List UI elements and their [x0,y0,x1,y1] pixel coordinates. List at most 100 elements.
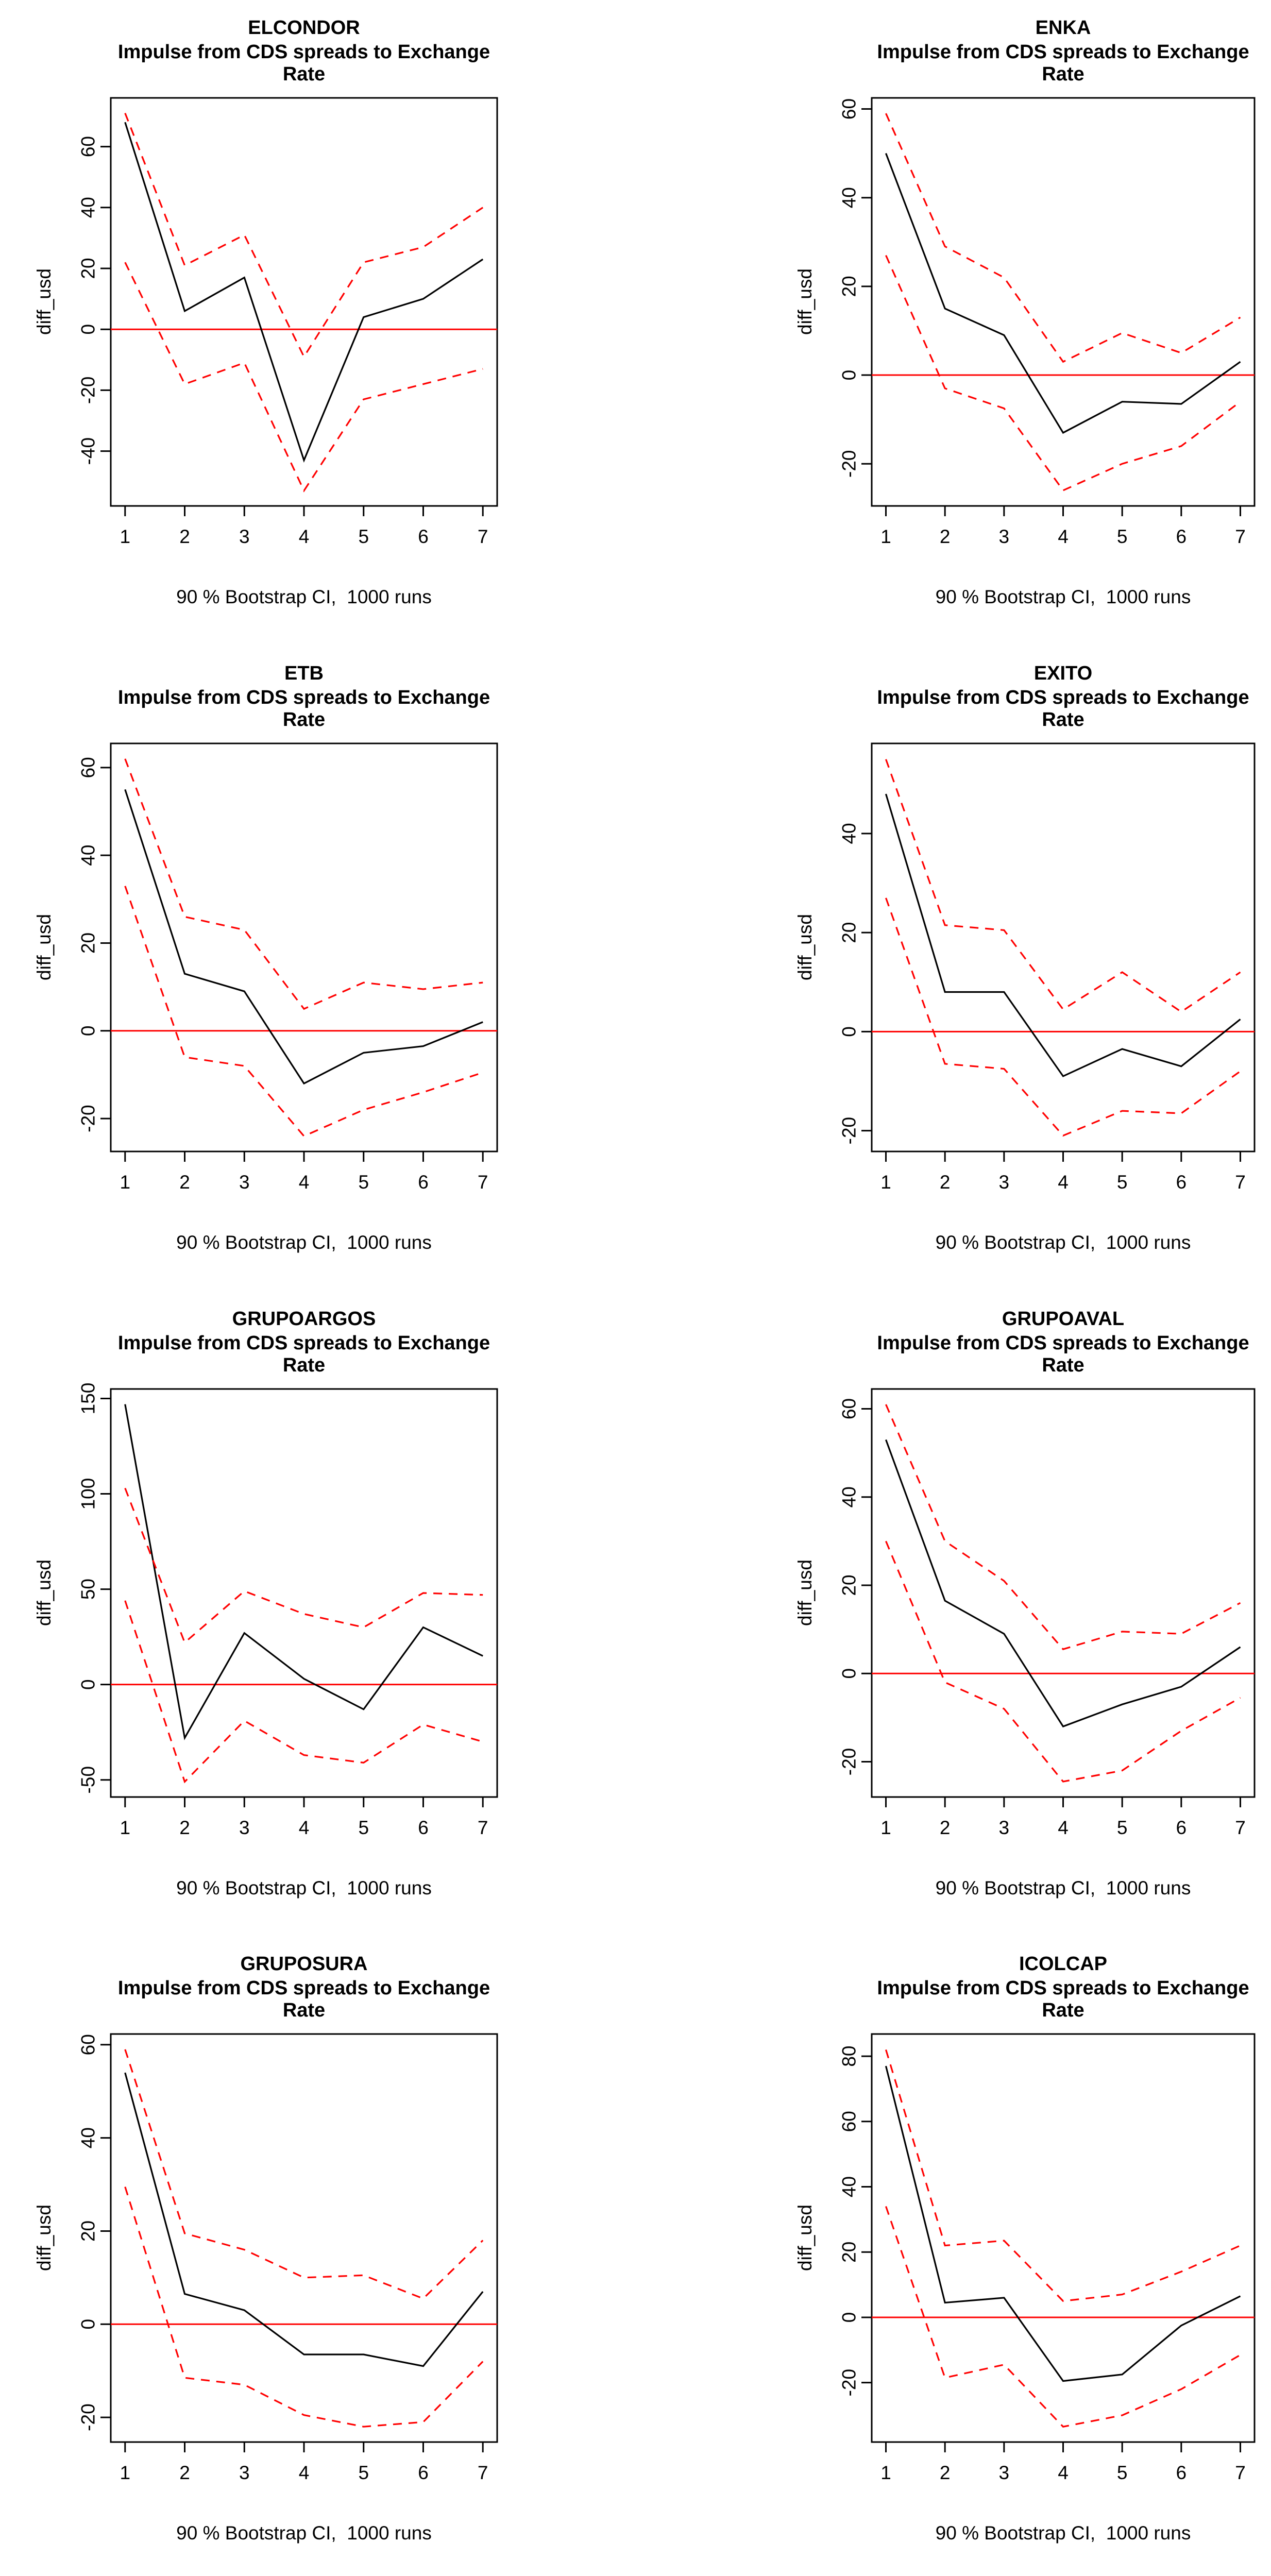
x-tick-label: 6 [418,1172,429,1193]
y-tick-label: 20 [78,2221,99,2242]
chart-caption: 90 % Bootstrap CI, 1000 runs [176,586,432,607]
series-impulse-response [885,793,1241,1077]
y-tick-label: 20 [78,933,99,954]
plot-area: 60 40 20 0 -20 1 2 3 4 5 6 7 [78,742,498,1193]
y-tick-label: 60 [78,2034,99,2055]
y-tick-label: 40 [78,197,99,218]
y-tick-label: 0 [839,370,860,381]
series-lower-90-ci [124,262,483,493]
x-tick-label: 5 [1117,526,1128,547]
x-tick-label: 3 [239,526,250,547]
chart-subtitle: Impulse from CDS spreads to Exchange Rat… [877,687,1249,731]
plot-area: 40 20 0 -20 1 2 3 4 5 6 7 [839,742,1256,1193]
x-tick-label: 3 [999,1817,1010,1838]
y-tick-label: 40 [839,823,860,844]
plot-area: 80 60 40 20 0 -20 1 2 3 4 5 6 7 [839,2033,1256,2483]
x-tick-label: 5 [1117,1817,1128,1838]
x-tick-label: 1 [880,1172,891,1193]
x-tick-label: 6 [418,2462,429,2483]
x-tick-label: 6 [1176,1817,1187,1838]
x-tick-label: 7 [478,1172,488,1193]
y-tick-label: 0 [839,1026,860,1037]
chart-subtitle: Impulse from CDS spreads to Exchange Rat… [117,1332,490,1376]
series-lower-90-ci [124,2187,484,2428]
plot-area: 60 40 20 0 -20 -40 1 2 3 4 5 6 7 [78,97,498,547]
plot-area: 150 100 50 0 -50 1 2 3 4 5 6 7 [78,1383,498,1838]
chart-caption: 90 % Bootstrap CI, 1000 runs [176,2522,432,2544]
x-tick-label: 7 [478,1817,488,1838]
x-tick-label: 7 [478,526,488,547]
x-tick-label: 3 [999,1172,1010,1193]
y-tick-label: 150 [78,1383,99,1415]
x-tick-label: 7 [478,2462,488,2483]
y-tick-label: 60 [78,136,99,157]
chart-title: ELCONDOR [248,17,360,39]
x-tick-label: 5 [358,526,369,547]
series-lower-90-ci [124,886,483,1138]
y-tick-label: 40 [839,1486,860,1507]
x-tick-label: 4 [299,1172,310,1193]
y-tick-label: -20 [839,1117,860,1144]
x-tick-label: 7 [1235,1172,1246,1193]
chart-subtitle: Impulse from CDS spreads to Exchange Rat… [877,1332,1249,1376]
x-tick-label: 3 [999,2462,1010,2483]
chart-subtitle: Impulse from CDS spreads to Exchange Rat… [117,1977,490,2021]
x-tick-label: 2 [940,1817,951,1838]
chart-panel: EXITO Impulse from CDS spreads to Exchan… [635,646,1271,1291]
chart-subtitle: Impulse from CDS spreads to Exchange Rat… [117,687,490,731]
chart-panel: ICOLCAP Impulse from CDS spreads to Exch… [635,1936,1271,2576]
plot-box [871,742,1256,1153]
x-tick-label: 5 [1117,1172,1128,1193]
y-tick-label: 20 [839,1574,860,1596]
x-tick-label: 1 [120,526,130,547]
chart-panel: GRUPOARGOS Impulse from CDS spreads to E… [0,1291,636,1937]
series-upper-90-ci [885,2049,1241,2302]
x-tick-label: 6 [1176,1172,1187,1193]
series-lower-90-ci [124,1600,483,1784]
plot-area: 60 40 20 0 -20 1 2 3 4 5 6 7 [839,1388,1256,1838]
x-tick-label: 4 [299,2462,310,2483]
x-tick-label: 7 [1235,1817,1246,1838]
y-tick-label: -20 [839,2369,860,2396]
chart-subtitle: Impulse from CDS spreads to Exchange Rat… [877,1977,1249,2021]
y-tick-label: -20 [78,2403,99,2431]
y-tick-label: 60 [839,98,860,120]
series-impulse-response [885,153,1241,434]
series-lower-90-ci [885,255,1241,492]
chart-caption: 90 % Bootstrap CI, 1000 runs [935,1232,1191,1253]
x-tick-label: 5 [358,2462,369,2483]
plot-area: 60 40 20 0 -20 1 2 3 4 5 6 7 [78,2033,498,2483]
chart-panel: GRUPOSURA Impulse from CDS spreads to Ex… [0,1936,636,2576]
y-tick-label: 0 [839,2312,860,2323]
y-tick-label: 0 [78,1026,99,1037]
x-tick-label: 2 [940,1172,951,1193]
y-tick-label: 40 [78,845,99,866]
chart-subtitle: Impulse from CDS spreads to Exchange Rat… [117,41,490,85]
series-upper-90-ci [885,113,1241,363]
series-upper-90-ci [124,758,483,1010]
chart-caption: 90 % Bootstrap CI, 1000 runs [935,586,1191,607]
series-upper-90-ci [885,759,1241,1013]
series-upper-90-ci [124,112,484,359]
series-upper-90-ci [124,2049,484,2300]
y-tick-label: 20 [78,258,99,279]
x-tick-label: 4 [299,1817,310,1838]
x-tick-label: 5 [358,1817,369,1838]
plot-box [871,1388,1256,1798]
y-tick-label: -40 [78,437,99,465]
chart-title: GRUPOSURA [240,1953,368,1975]
series-lower-90-ci [885,2206,1241,2428]
series-impulse-response [124,789,483,1085]
y-tick-label: 40 [839,187,860,208]
chart-title: EXITO [1033,663,1093,684]
plot-box [110,97,498,507]
x-tick-label: 1 [880,1817,891,1838]
series-impulse-response [124,122,484,463]
plot-box [110,742,498,1153]
x-tick-label: 2 [179,1817,190,1838]
y-tick-label: 20 [839,2242,860,2263]
chart-caption: 90 % Bootstrap CI, 1000 runs [935,1877,1191,1899]
y-tick-label: 40 [78,2127,99,2148]
x-tick-label: 1 [120,1172,130,1193]
series-impulse-response [124,1404,483,1740]
